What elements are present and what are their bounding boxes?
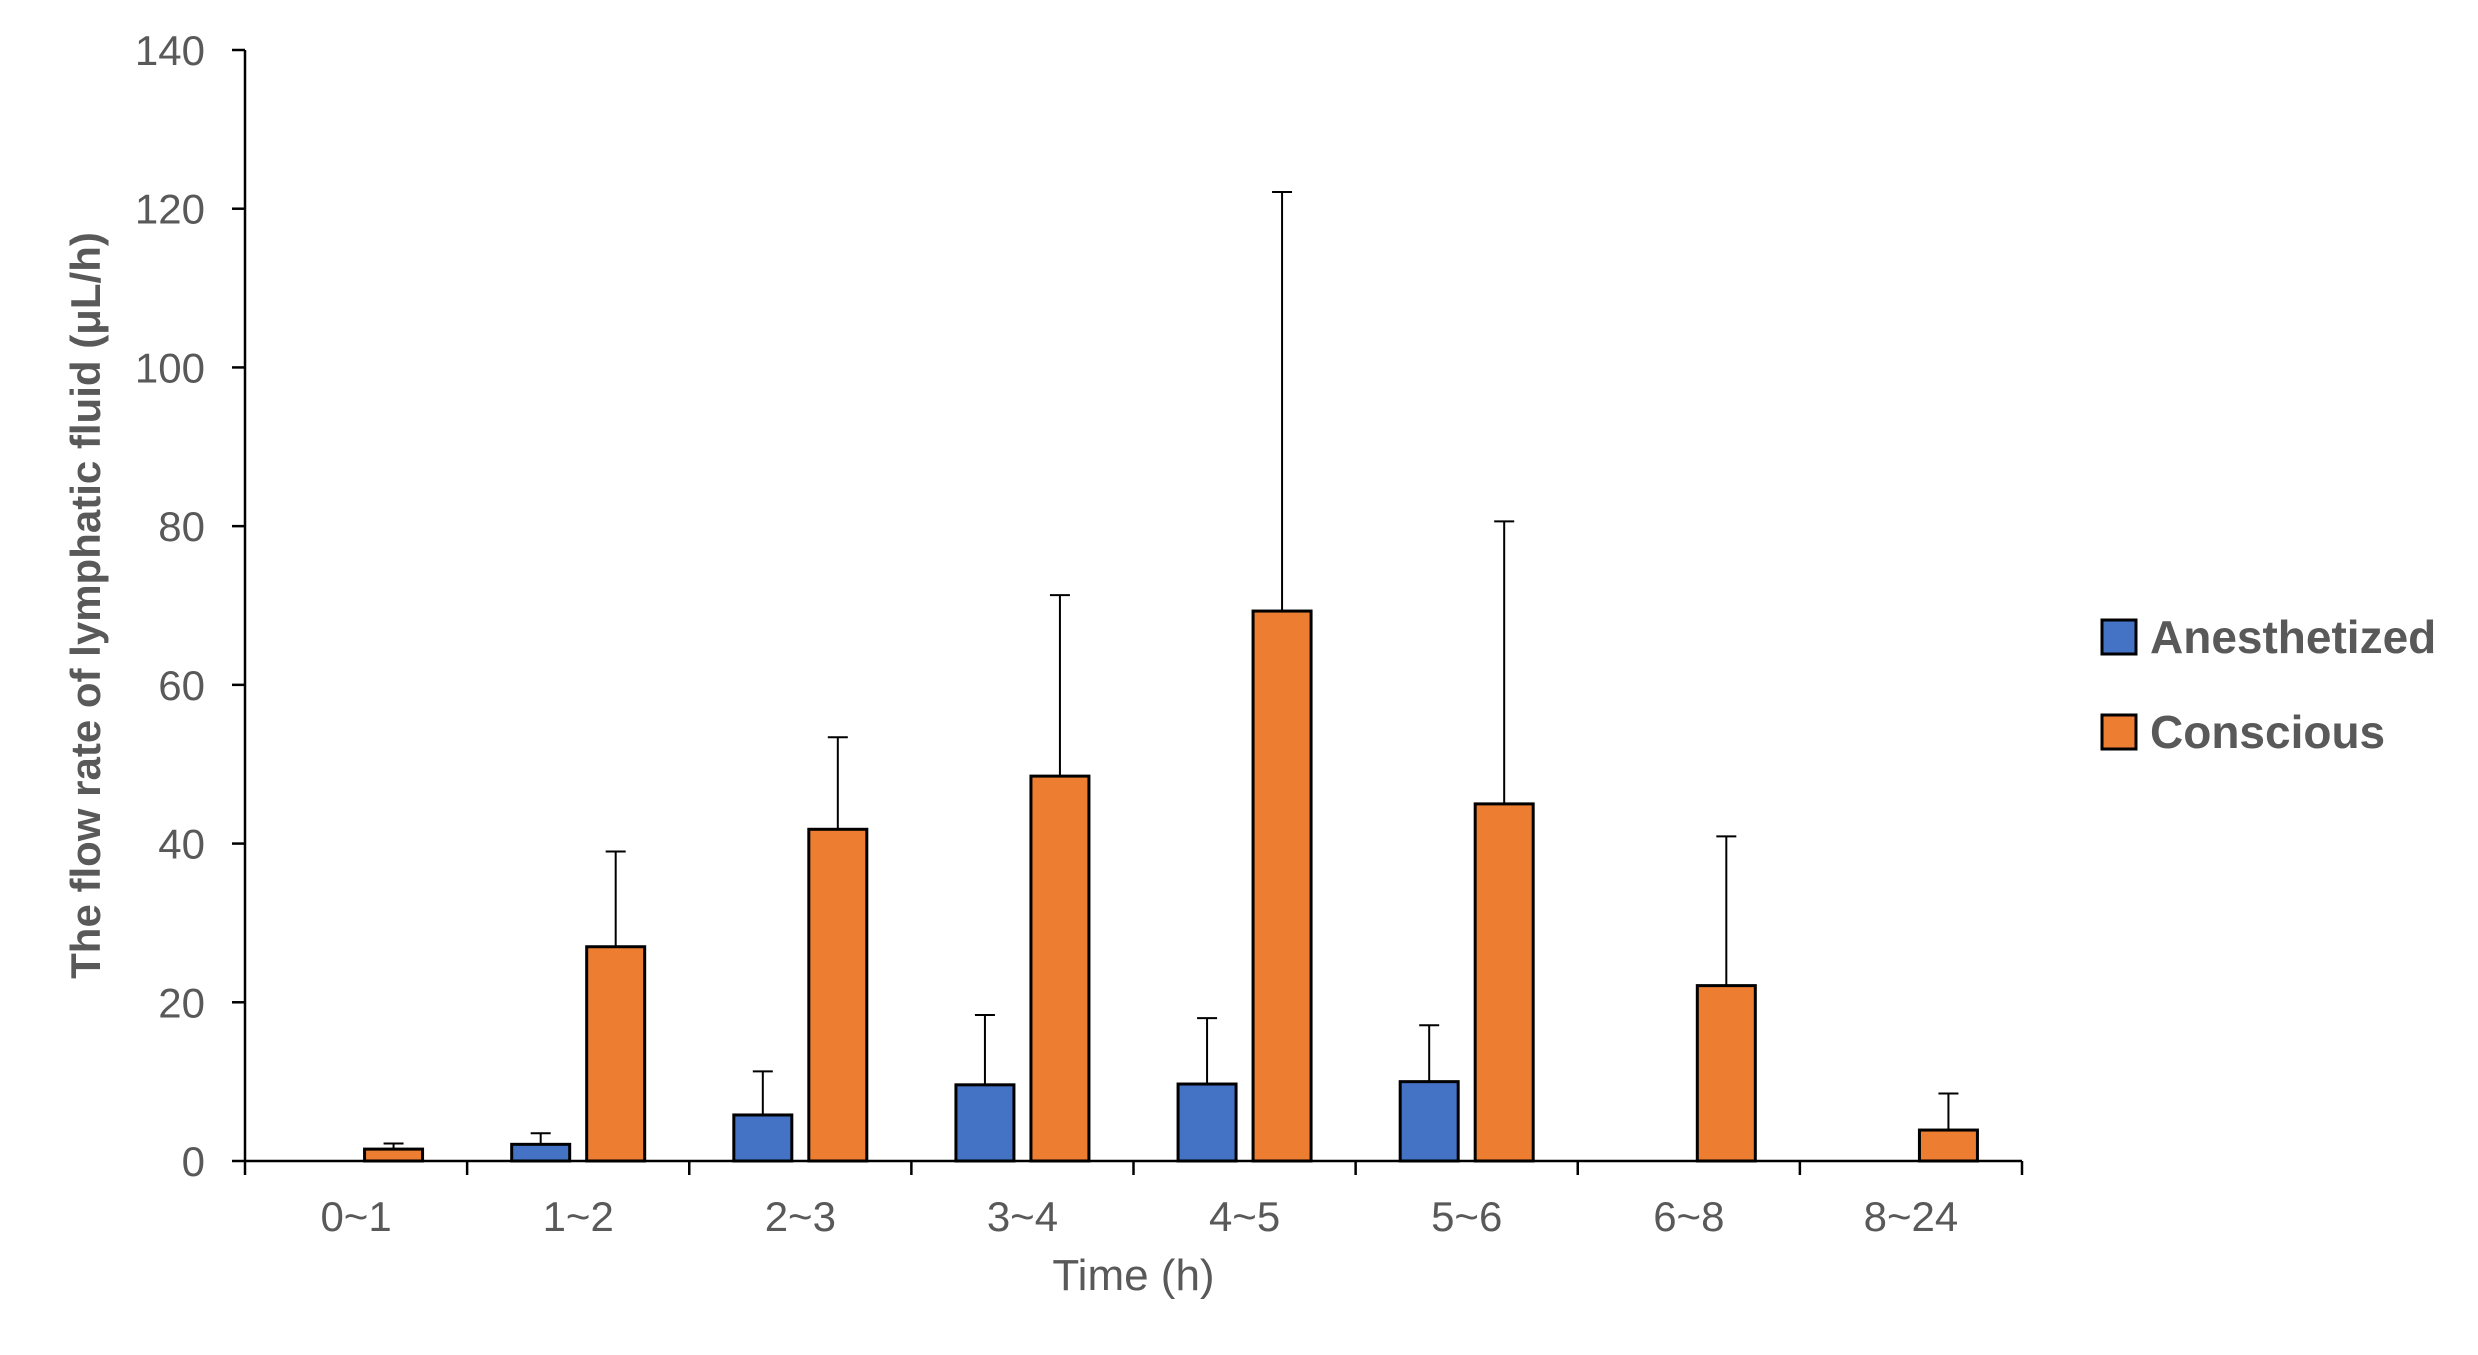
tick-labels: 0 20 40 60 80 100 120 140 0~1 1~2 2~3 3~4 4~5 5~6 6~8 8… xyxy=(135,27,1958,1240)
x-tick-label-6: 6~8 xyxy=(1653,1193,1724,1240)
legend-label-conscious: Conscious xyxy=(2150,706,2385,758)
bar-conscious-5 xyxy=(1473,802,1535,1163)
bar-conscious-3 xyxy=(1029,774,1091,1163)
error-bars xyxy=(383,191,1959,1150)
x-tick-label-0: 0~1 xyxy=(320,1193,391,1240)
y-tick-label-2: 40 xyxy=(158,821,205,868)
y-tick-label-0: 0 xyxy=(182,1138,205,1185)
legend-swatch-conscious xyxy=(2100,713,2138,751)
bar-conscious-0 xyxy=(363,1147,425,1163)
x-tick-label-2: 2~3 xyxy=(765,1193,836,1240)
legend-swatch-anesthetized xyxy=(2100,618,2138,656)
bar-conscious-6 xyxy=(1695,984,1757,1163)
bar-conscious-2 xyxy=(807,827,869,1163)
y-tick-label-1: 20 xyxy=(158,979,205,1026)
bar-anesthetized-1 xyxy=(510,1142,572,1163)
x-axis-title: Time (h) xyxy=(1052,1251,1214,1300)
x-tick-label-7: 8~24 xyxy=(1864,1193,1959,1240)
bar-anesthetized-4 xyxy=(1176,1082,1238,1163)
bar-anesthetized-3 xyxy=(954,1083,1016,1163)
bar-conscious-1 xyxy=(585,945,647,1163)
y-tick-label-4: 80 xyxy=(158,503,205,550)
bars xyxy=(363,609,1979,1163)
legend-label-anesthetized: Anesthetized xyxy=(2150,611,2436,663)
bar-conscious-4 xyxy=(1251,609,1313,1163)
x-tick-label-4: 4~5 xyxy=(1209,1193,1280,1240)
bar-anesthetized-2 xyxy=(732,1113,794,1163)
bar-anesthetized-5 xyxy=(1398,1080,1460,1163)
bar-conscious-7 xyxy=(1917,1128,1979,1163)
x-tick-label-5: 5~6 xyxy=(1431,1193,1502,1240)
y-axis-title: The flow rate of lymphatic fluid (μL/h) xyxy=(62,232,109,979)
y-tick-label-6: 120 xyxy=(135,186,205,233)
y-tick-label-3: 60 xyxy=(158,662,205,709)
y-tick-label-7: 140 xyxy=(135,27,205,74)
x-tick-label-3: 3~4 xyxy=(987,1193,1058,1240)
x-tick-label-1: 1~2 xyxy=(543,1193,614,1240)
y-tick-label-5: 100 xyxy=(135,344,205,391)
legend: Anesthetized Conscious xyxy=(2100,611,2436,758)
